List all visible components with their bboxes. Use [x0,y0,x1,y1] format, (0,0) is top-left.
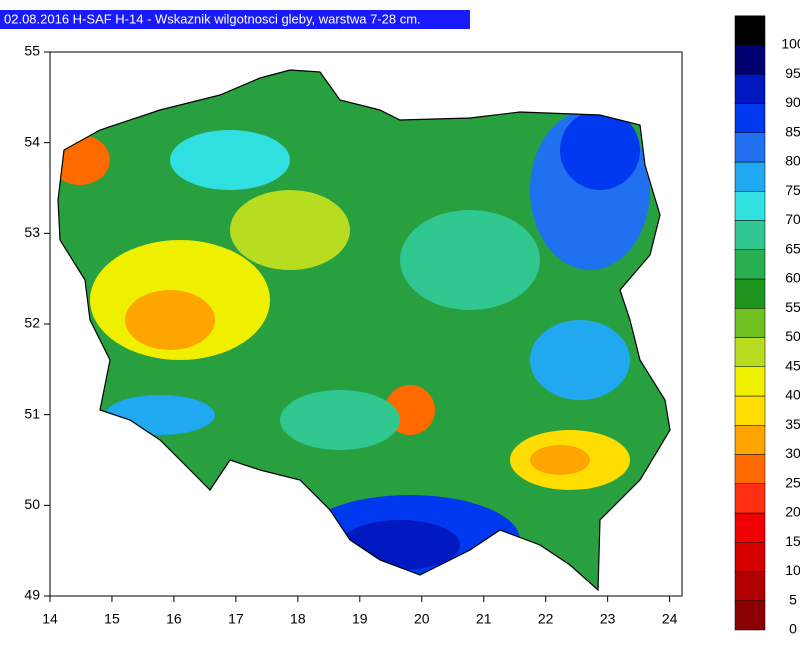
colorbar-label: 70 [785,211,800,227]
axes: 14 15 16 17 18 19 20 21 22 23 24 49 50 51 52 53 54 55 [24,43,677,627]
colorbar-segment [734,454,766,484]
colorbar-label: 25 [785,474,800,490]
colorbar-segment [734,191,766,221]
colorbar-label: 10 [785,562,800,578]
x-tick-label: 23 [600,611,616,627]
colorbar-segment [734,425,766,455]
colorbar-label: 85 [785,123,800,139]
colorbar-segment [734,161,766,192]
colorbar-label: 90 [785,94,800,110]
x-tick-label: 22 [538,611,554,627]
title-box [0,10,470,29]
x-tick-label: 15 [104,611,120,627]
colorbar-label: 80 [785,153,800,169]
x-tick-label: 21 [476,611,492,627]
colorbar-label: 60 [785,270,800,286]
colorbar-label: 40 [785,387,800,403]
x-tick-label: 14 [42,611,58,627]
map-field [58,70,670,590]
colorbar-segment [734,220,766,250]
colorbar-segment [734,600,766,631]
x-tick-label: 24 [662,611,678,627]
colorbar-segment [734,44,766,75]
colorbar-segment [734,15,766,46]
colorbar-segment [734,132,766,163]
title: 02.08.2016 H-SAF H-14 - Wskaznik wilgotn… [4,11,421,26]
colorbar-segment [734,74,766,104]
colorbar-segment [734,542,766,572]
colorbar-label: 30 [785,445,800,461]
colorbar-label: 95 [785,65,800,81]
x-tick-label: 16 [166,611,182,627]
x-tick-label: 20 [414,611,430,627]
colorbar-label: 50 [785,328,800,344]
colorbar-segment [734,103,766,133]
colorbar-label: 100 [781,36,800,52]
colorbar-segment [734,395,766,426]
y-tick-label: 49 [24,587,40,603]
y-tick-label: 52 [24,315,40,331]
y-tick-label: 51 [24,405,40,421]
colorbar-segment [734,278,766,309]
colorbar-segment [734,512,766,543]
colorbar: 0 5 10 15 20 25 30 35 40 45 50 55 60 65 70 75 80 85 90 95 10… [734,15,800,637]
country-border [57,69,671,592]
colorbar-label: 65 [785,240,800,256]
colorbar-label: 5 [789,591,797,607]
colorbar-segment [734,366,766,397]
colorbar-label: 55 [785,299,800,315]
y-tick-label: 50 [24,496,40,512]
y-tick-label: 53 [24,224,40,240]
colorbar-label: 75 [785,182,800,198]
colorbar-segment [734,308,766,338]
colorbar-label: 20 [785,504,800,520]
y-tick-label: 55 [24,43,40,59]
colorbar-segment [734,337,766,367]
colorbar-label: 0 [789,621,797,637]
x-tick-label: 19 [352,611,368,627]
colorbar-segment [734,571,766,601]
colorbar-segment [734,249,766,280]
colorbar-label: 35 [785,416,800,432]
y-tick-label: 54 [24,133,40,149]
x-tick-label: 18 [290,611,306,627]
colorbar-label: 15 [785,533,800,549]
colorbar-segment [734,483,766,514]
x-tick-label: 17 [228,611,244,627]
colorbar-label: 45 [785,357,800,373]
